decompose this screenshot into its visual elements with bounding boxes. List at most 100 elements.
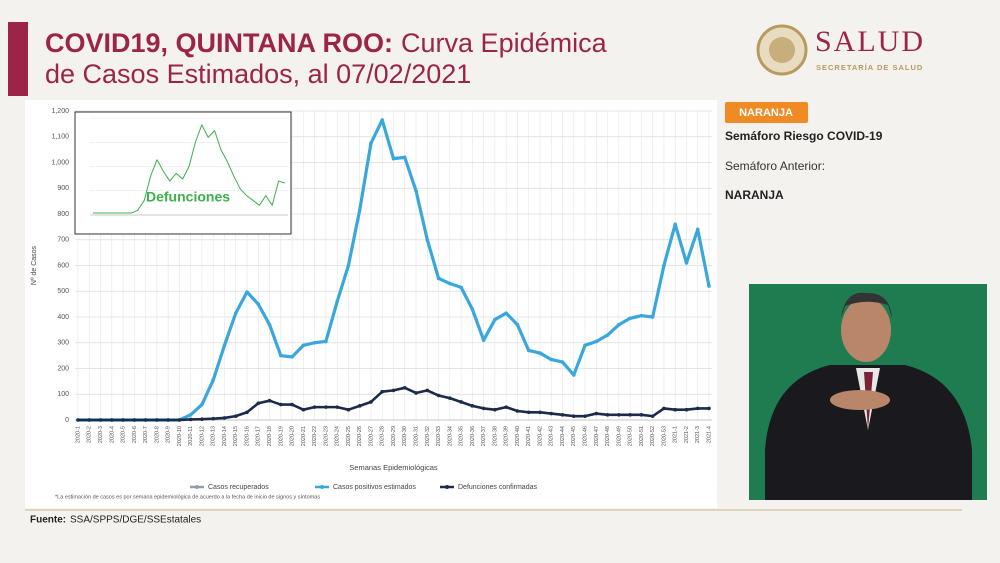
point <box>369 400 373 404</box>
point <box>200 417 204 422</box>
x-tick-label: 2020-39 <box>504 426 510 446</box>
x-tick-label: 2020-29 <box>391 426 397 446</box>
point <box>481 406 486 411</box>
x-tick-label: 2020-23 <box>323 426 329 446</box>
inset-annotation: Defunciones <box>146 189 230 205</box>
point <box>279 402 283 407</box>
logo-subtext: SECRETARÍA DE SALUD <box>816 63 923 72</box>
point <box>504 405 508 409</box>
y-tick-label: 600 <box>57 262 69 269</box>
point <box>459 400 463 404</box>
x-tick-label: 2020-32 <box>425 426 431 446</box>
point <box>560 413 565 417</box>
x-tick-label: 2020-38 <box>492 426 498 446</box>
point <box>211 416 216 421</box>
x-tick-label: 2020-20 <box>290 426 296 446</box>
point <box>391 156 396 161</box>
point <box>538 351 542 355</box>
point <box>673 222 677 227</box>
person-hair <box>841 292 892 318</box>
point <box>459 285 463 290</box>
point <box>177 418 182 422</box>
x-tick-label: 2020-37 <box>481 426 487 446</box>
point <box>481 338 486 342</box>
x-tick-label: 2020-50 <box>628 426 634 446</box>
point <box>448 281 452 286</box>
point <box>504 311 508 315</box>
y-tick-label: 200 <box>57 365 69 372</box>
x-tick-label: 2020-40 <box>515 426 521 446</box>
point <box>605 333 610 337</box>
point <box>233 414 238 418</box>
source-label: Fuente: <box>30 515 66 526</box>
point <box>301 407 306 412</box>
point <box>605 413 610 417</box>
point <box>290 355 294 359</box>
point <box>346 407 351 412</box>
point <box>256 401 261 406</box>
y-tick-label: 100 <box>57 391 69 398</box>
x-tick-label: 2020-14 <box>222 426 228 446</box>
point <box>436 393 441 398</box>
title-line-1: COVID19, QUINTANA ROO: Curva Epidémica <box>45 28 608 58</box>
y-tick-label: 400 <box>57 314 69 321</box>
x-tick-label: 2020-42 <box>537 426 543 446</box>
y-tick-label: 700 <box>57 237 69 244</box>
risk-badge <box>725 102 808 123</box>
x-tick-label: 2020-12 <box>199 426 205 446</box>
point <box>583 414 587 418</box>
person-hands <box>830 390 890 410</box>
point <box>425 237 430 242</box>
y-tick-label: 0 <box>65 417 69 424</box>
point <box>301 343 306 348</box>
x-tick-label: 2020-19 <box>278 426 284 446</box>
previous-value: NARANJA <box>725 188 784 202</box>
source: SSA/SPPS/DGE/SSEstatales <box>70 515 201 526</box>
point <box>211 378 216 382</box>
point <box>391 388 396 393</box>
point <box>121 418 125 422</box>
x-tick-label: 2020-47 <box>594 426 600 446</box>
point <box>650 315 655 319</box>
point <box>594 411 599 416</box>
x-tick-label: 2020-26 <box>357 426 363 446</box>
point <box>628 316 632 321</box>
point <box>357 208 362 212</box>
y-tick-label: 300 <box>57 340 69 347</box>
logo-text: SALUD <box>815 25 925 58</box>
x-tick-label: 2020-5 <box>121 426 127 443</box>
x-tick-label: 2020-48 <box>605 426 611 446</box>
point <box>526 348 531 353</box>
point <box>493 407 497 412</box>
x-tick-label: 2020-22 <box>312 426 318 446</box>
point <box>549 357 554 362</box>
point <box>617 413 621 417</box>
point <box>402 386 407 390</box>
point <box>684 261 689 265</box>
x-tick-label: 2020-18 <box>267 426 273 446</box>
x-tick-label: 2020-35 <box>459 426 465 446</box>
x-tick-label: 2020-27 <box>368 426 374 446</box>
x-tick-label: 2020-28 <box>380 426 386 446</box>
x-tick-label: 2020-3 <box>98 426 104 443</box>
point <box>628 413 632 417</box>
point <box>256 302 261 306</box>
point <box>402 155 407 160</box>
point <box>267 398 272 403</box>
point <box>617 322 621 327</box>
x-tick-label: 2020-33 <box>436 426 442 446</box>
point <box>650 414 655 418</box>
point <box>335 299 339 304</box>
x-tick-label: 2020-25 <box>346 426 352 446</box>
x-tick-label: 2020-52 <box>650 426 656 446</box>
point <box>155 418 159 422</box>
point <box>707 284 711 288</box>
point <box>493 317 497 322</box>
x-tick-label: 2020-41 <box>526 426 532 446</box>
x-tick-label: 2020-21 <box>301 426 307 446</box>
legend-label: Casos recuperados <box>208 484 269 491</box>
x-tick-label: 2021-3 <box>695 426 701 443</box>
x-tick-label: 2020-34 <box>447 426 453 446</box>
x-tick-label: 2020-43 <box>549 426 555 446</box>
